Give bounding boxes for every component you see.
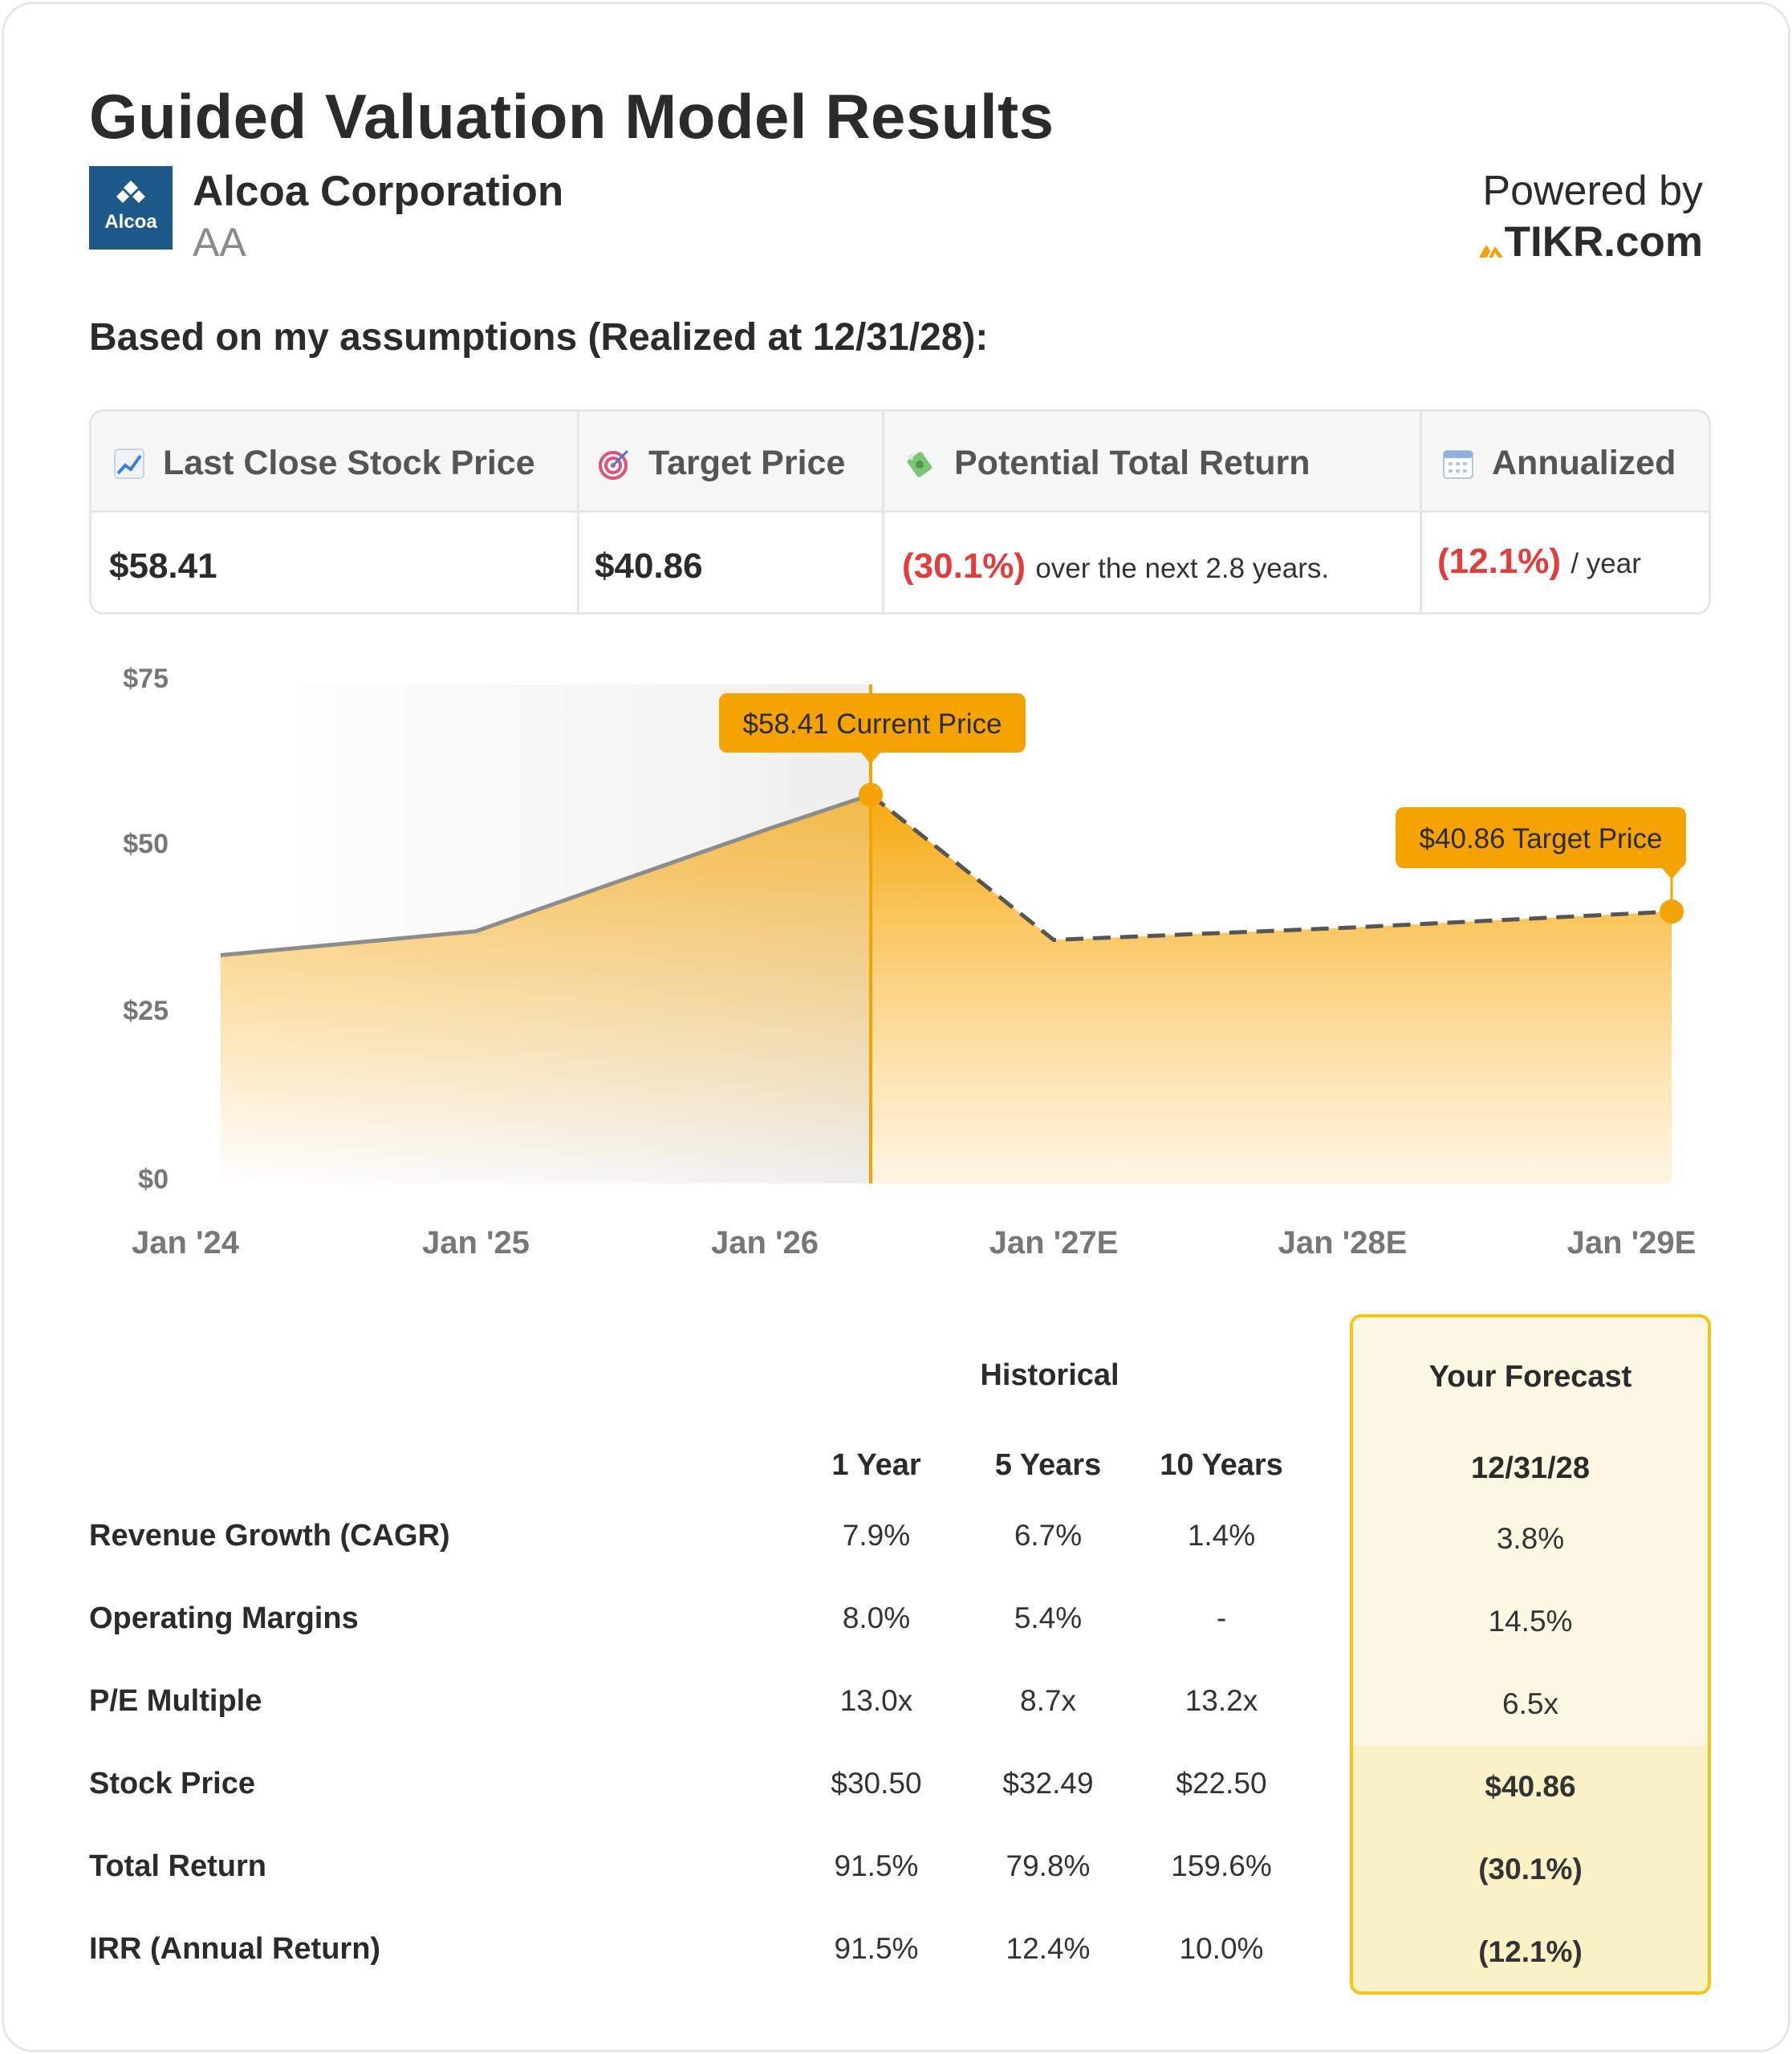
total-return-suffix: over the next 2.8 years. (1035, 553, 1330, 584)
forecast-header: Your Forecast (1428, 1360, 1632, 1394)
historical-series-line (220, 793, 872, 958)
forecast-series-line (869, 793, 1672, 943)
cell-5-years: 8.7x (1020, 1684, 1076, 1717)
page-title: Guided Valuation Model Results (89, 81, 1054, 152)
annualized-label: Annualized (1492, 444, 1676, 482)
row-label: Stock Price (89, 1767, 255, 1800)
target-price-header: Target Price (599, 444, 845, 483)
column-divider (882, 412, 884, 612)
powered-by-label: Powered by (1482, 168, 1703, 214)
historical-area (221, 794, 871, 1183)
total-return-label: Potential Total Return (954, 444, 1310, 482)
annualized-header: Annualized (1442, 444, 1676, 483)
forecast-panel (1350, 1314, 1711, 1995)
cell-10-years: 159.6% (1171, 1849, 1272, 1882)
x-tick-label: Jan '24 (132, 1225, 240, 1260)
row-label: IRR (Annual Return) (89, 1932, 381, 1966)
cell-1-year: 7.9% (842, 1519, 911, 1552)
cell-5-years: $32.49 (1002, 1767, 1094, 1800)
cell-5-years: 12.4% (1006, 1932, 1091, 1965)
cell-10-years: 13.2x (1185, 1684, 1258, 1717)
cell-1-year: 91.5% (834, 1932, 919, 1965)
x-tick-label: Jan '26 (711, 1225, 819, 1260)
total-return-cell: (30.1%) over the next 2.8 years. (902, 546, 1329, 587)
assumption-heading: Based on my assumptions (Realized at 12/… (89, 316, 989, 359)
target-price-label: Target Price (648, 444, 846, 482)
cell-5-years: 6.7% (1014, 1519, 1083, 1552)
cell-10-years: $22.50 (1176, 1767, 1267, 1800)
col-header-10-years: 10 Years (1160, 1448, 1283, 1482)
target-price-label-box (1396, 807, 1686, 868)
row-label: P/E Multiple (89, 1684, 262, 1718)
forecast-area (871, 794, 1672, 1183)
historical-header: Historical (980, 1358, 1119, 1392)
cell-forecast: (12.1%) (1478, 1935, 1583, 1968)
cell-1-year: 13.0x (839, 1684, 913, 1717)
row-label: Total Return (89, 1849, 266, 1883)
company-name: Alcoa Corporation (193, 168, 564, 215)
current-price-label-box (719, 693, 1026, 753)
forecast-date-header: 12/31/28 (1471, 1451, 1590, 1485)
tikr-logo-icon (1479, 245, 1503, 258)
x-tick-label: Jan '27E (989, 1225, 1119, 1260)
annualized-value: (12.1%) (1437, 542, 1562, 581)
current-price-point (859, 782, 883, 807)
y-tick-label: $50 (123, 829, 169, 859)
cell-forecast: 6.5x (1502, 1687, 1558, 1720)
chart-increasing-icon (114, 448, 144, 479)
x-tick-label: Jan '25 (422, 1225, 530, 1260)
cell-1-year: 91.5% (834, 1849, 919, 1882)
price-chart: $58.41 Current Price $40.86 Target Price $… (123, 664, 1697, 1260)
cell-10-years: 1.4% (1187, 1519, 1256, 1552)
y-tick-label: $0 (138, 1164, 169, 1195)
money-with-wings-icon (906, 451, 933, 477)
column-divider (577, 412, 579, 612)
row-label: Operating Margins (89, 1601, 359, 1635)
current-price-label-text: $58.41 Current Price (743, 708, 1002, 740)
target-price-value: $40.86 (595, 546, 703, 586)
annualized-cell: (12.1%) / year (1437, 542, 1641, 582)
cell-10-years: - (1216, 1601, 1227, 1634)
last-close-label: Last Close Stock Price (163, 444, 535, 482)
target-price-label-pointer (1662, 868, 1681, 879)
cell-5-years: 79.8% (1006, 1849, 1091, 1882)
x-tick-label: Jan '29E (1567, 1225, 1697, 1260)
target-price-point (1660, 899, 1684, 924)
summary-table: Last Close Stock Price Target Price Pote… (89, 409, 1711, 615)
column-divider (1420, 412, 1422, 612)
last-close-header: Last Close Stock Price (113, 444, 535, 483)
x-tick-label: Jan '28E (1278, 1225, 1408, 1260)
last-close-value: $58.41 (109, 546, 217, 586)
cell-5-years: 5.4% (1014, 1601, 1083, 1634)
cell-1-year: $30.50 (831, 1767, 922, 1800)
current-price-label-pointer (861, 753, 880, 764)
alcoa-logo-icon (116, 181, 145, 203)
col-header-5-years: 5 Years (994, 1448, 1102, 1482)
cell-forecast: (30.1%) (1478, 1853, 1583, 1886)
company-logo: Alcoa (89, 166, 173, 250)
y-tick-label: $75 (123, 664, 169, 694)
logo-text: Alcoa (104, 211, 157, 233)
cell-1-year: 8.0% (842, 1601, 911, 1634)
annualized-suffix: / year (1571, 548, 1641, 579)
col-header-1-year: 1 Year (831, 1448, 921, 1482)
total-return-value: (30.1%) (902, 546, 1026, 586)
forecast-result-band (1353, 1746, 1708, 1991)
total-return-header: Potential Total Return (904, 444, 1310, 483)
company-ticker: AA (193, 220, 246, 265)
row-label: Revenue Growth (CAGR) (89, 1519, 450, 1553)
cell-10-years: 10.0% (1179, 1932, 1264, 1965)
cell-forecast: $40.86 (1485, 1770, 1576, 1803)
target-icon (599, 449, 629, 480)
summary-header-row (91, 412, 1709, 513)
y-tick-label: $25 (123, 996, 169, 1026)
cell-forecast: 3.8% (1496, 1522, 1565, 1555)
tikr-brand[interactable]: TIKR.com (1504, 218, 1703, 266)
cell-forecast: 14.5% (1488, 1605, 1573, 1638)
calendar-icon (1443, 449, 1473, 479)
target-price-label-text: $40.86 Target Price (1420, 823, 1663, 854)
